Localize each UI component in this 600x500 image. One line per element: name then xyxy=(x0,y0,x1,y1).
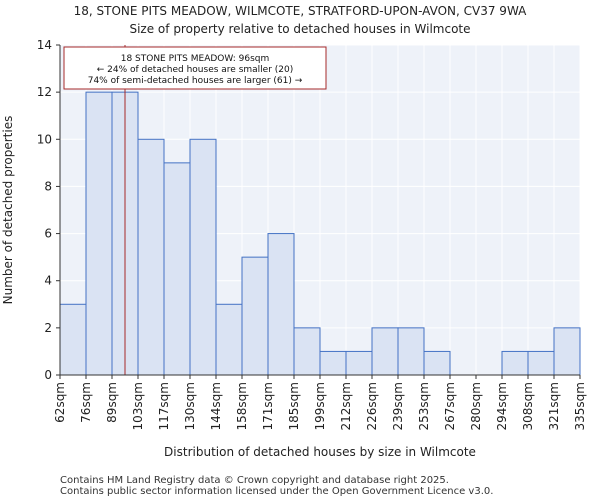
bar xyxy=(319,350,347,376)
x-tick-label: 144sqm xyxy=(209,382,223,430)
bar xyxy=(59,303,87,376)
bar xyxy=(371,327,399,376)
x-axis-label: Distribution of detached houses by size … xyxy=(164,445,476,459)
y-tick-label: 6 xyxy=(44,227,52,241)
bar xyxy=(163,162,191,376)
annotation-line-2: ← 24% of detached houses are smaller (20… xyxy=(97,65,294,75)
annotation-line-3: 74% of semi-detached houses are larger (… xyxy=(88,76,303,86)
footer-line-1: Contains HM Land Registry data © Crown c… xyxy=(60,475,449,486)
x-tick-label: 267sqm xyxy=(443,382,457,430)
bar xyxy=(215,303,243,376)
x-tick-label: 239sqm xyxy=(391,382,405,430)
x-tick-label: 62sqm xyxy=(53,382,67,423)
x-tick-label: 199sqm xyxy=(313,382,327,430)
y-tick-label: 0 xyxy=(44,368,52,382)
y-tick-labels: 0 2 4 6 8 10 12 14 xyxy=(37,38,60,382)
x-tick-label: 280sqm xyxy=(469,382,483,430)
annotation-frame xyxy=(63,46,327,90)
x-tick-labels: 62sqm 76sqm 89sqm 103sqm 117sqm 130sqm 144sqm 1… xyxy=(53,375,587,430)
bar xyxy=(423,350,451,376)
footer-line-2: Contains public sector information licen… xyxy=(60,486,493,497)
bar xyxy=(267,233,295,376)
y-axis-label: Number of detached properties xyxy=(1,116,15,305)
x-tick-label: 76sqm xyxy=(79,382,93,423)
y-tick-label: 12 xyxy=(37,85,52,99)
x-tick-label: 103sqm xyxy=(131,382,145,430)
y-tick-label: 2 xyxy=(44,321,52,335)
y-tick-label: 4 xyxy=(44,274,52,288)
bar xyxy=(137,138,165,376)
bar xyxy=(189,138,217,376)
bar xyxy=(345,350,373,376)
x-tick-label: 158sqm xyxy=(235,382,249,430)
x-tick-label: 335sqm xyxy=(573,382,587,430)
x-tick-label: 321sqm xyxy=(547,382,561,430)
x-tick-label: 294sqm xyxy=(495,382,509,430)
x-tick-label: 185sqm xyxy=(287,382,301,430)
annotation-box: 18 STONE PITS MEADOW: 96sqm ← 24% of det… xyxy=(63,46,327,90)
x-tick-label: 226sqm xyxy=(365,382,379,430)
bar xyxy=(553,327,581,376)
y-tick-label: 14 xyxy=(37,38,52,52)
bars xyxy=(59,91,581,376)
y-tick-label: 8 xyxy=(44,179,52,193)
bar xyxy=(85,91,113,376)
x-tick-label: 308sqm xyxy=(521,382,535,430)
bar xyxy=(241,256,269,376)
bar xyxy=(501,350,529,376)
x-tick-label: 117sqm xyxy=(157,382,171,430)
annotation-line-1: 18 STONE PITS MEADOW: 96sqm xyxy=(121,54,270,64)
x-tick-label: 171sqm xyxy=(261,382,275,430)
y-tick-label: 10 xyxy=(37,132,52,146)
x-tick-label: 253sqm xyxy=(417,382,431,430)
bar xyxy=(293,327,321,376)
bar xyxy=(397,327,425,376)
bar xyxy=(527,350,555,376)
x-tick-label: 130sqm xyxy=(183,382,197,430)
chart-subtitle: Size of property relative to detached ho… xyxy=(129,22,470,36)
chart-title: 18, STONE PITS MEADOW, WILMCOTE, STRATFO… xyxy=(74,4,528,18)
x-tick-label: 89sqm xyxy=(105,382,119,423)
x-tick-label: 212sqm xyxy=(339,382,353,430)
